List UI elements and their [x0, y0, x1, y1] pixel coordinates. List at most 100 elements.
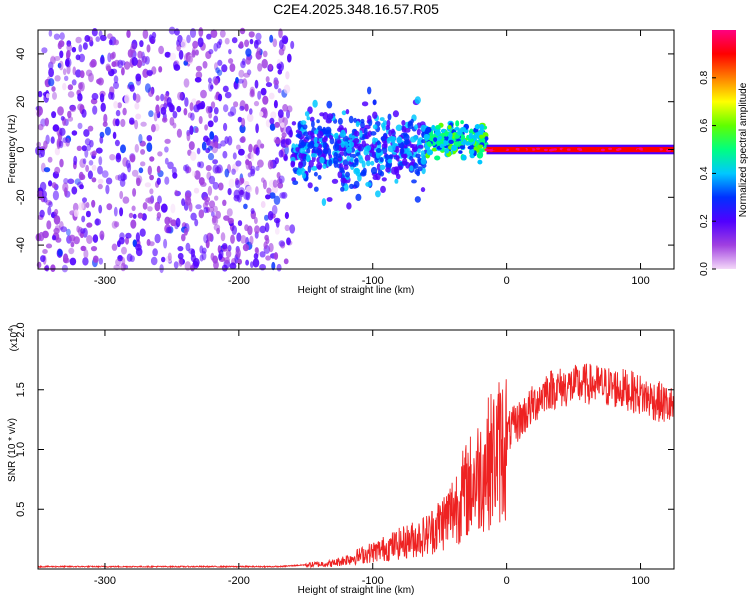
spectrogram-cell: [455, 141, 460, 146]
spectrogram-cell: [283, 155, 289, 162]
spectrogram-cell: [51, 235, 57, 241]
spectrogram-cell: [50, 136, 55, 144]
spectrogram-cell: [58, 60, 64, 71]
spectrogram-cell: [101, 170, 109, 178]
spectrogram-cell: [188, 141, 195, 151]
spectrogram-cell: [222, 85, 229, 93]
spectrogram-cell: [129, 117, 135, 125]
spectrogram-cell: [311, 165, 318, 171]
spectrogram-cell: [360, 118, 365, 124]
spectrogram-cell: [54, 166, 61, 174]
spectrogram-cell: [136, 177, 141, 187]
spectrogram-x-tick-label: -200: [228, 275, 250, 287]
spectrogram-cell: [78, 53, 85, 63]
spectrogram-cell: [282, 104, 288, 112]
spectrogram-cell: [454, 126, 460, 131]
spectrogram-cell: [298, 161, 303, 169]
spectrogram-cell: [72, 202, 79, 212]
spectrogram-cell: [359, 130, 363, 138]
spectrogram-cell: [130, 43, 137, 50]
spectrogram-cell: [269, 34, 274, 43]
spectrogram-cell: [272, 38, 278, 48]
spectrogram-cell: [276, 263, 282, 272]
spectrogram-cell: [433, 137, 438, 143]
spectrogram-cell: [249, 235, 254, 245]
spectrogram-cell: [343, 164, 349, 170]
spectrogram-cell: [155, 95, 160, 102]
spectrogram-cell: [274, 138, 281, 144]
spectrogram-cell: [274, 227, 280, 235]
spectrogram-cell: [290, 40, 295, 50]
spectrogram-cell: [229, 262, 237, 270]
spectrogram-cell: [131, 205, 136, 212]
spectrogram-cell: [381, 124, 387, 131]
spectrogram-cell: [48, 78, 55, 87]
spectrogram-cell: [271, 204, 278, 215]
spectrogram-cell: [224, 136, 229, 145]
spectrogram-cell: [260, 201, 266, 208]
spectrogram-cell: [189, 102, 194, 112]
spectrogram-cell: [327, 113, 334, 120]
spectrogram-cell: [479, 148, 485, 153]
spectrogram-cell: [372, 137, 376, 145]
spectrogram-cell: [196, 147, 201, 155]
spectrogram-cell: [414, 96, 421, 104]
spectrogram-cell: [139, 40, 144, 48]
spectrogram-cell: [198, 116, 203, 124]
spectrogram-cell: [91, 164, 97, 171]
spectrogram-cell: [109, 154, 116, 161]
spectrogram-cell: [240, 60, 246, 69]
spectrogram-cell: [172, 172, 178, 179]
spectrogram-cell: [176, 105, 182, 113]
spectrogram-cell: [380, 136, 386, 142]
snr-background: [38, 330, 674, 569]
spectrogram-cell: [59, 50, 64, 59]
spectrogram-cell: [448, 139, 454, 144]
spectrogram-cell: [142, 29, 149, 39]
spectrogram-cell: [198, 27, 204, 37]
spectrogram-cell: [273, 252, 279, 260]
spectrogram-cell: [236, 144, 241, 150]
spectrogram-cell: [172, 111, 178, 119]
spectrogram-cell: [123, 61, 131, 70]
spectrogram-cell: [140, 149, 146, 155]
spectrogram-cell: [42, 230, 49, 239]
spectrogram-cell: [119, 232, 125, 240]
colorbar-label: Normalized spectral amplitude: [738, 82, 749, 217]
spectrogram-cell: [158, 45, 165, 55]
spectrogram-cell: [227, 188, 232, 196]
spectrogram-cell: [163, 238, 168, 249]
spectrogram-cell: [268, 242, 274, 253]
snr-y-label: SNR (10 * v/v): [7, 418, 18, 482]
spectrogram-cell: [99, 56, 105, 65]
spectrogram-cell: [289, 224, 296, 234]
spectrogram-cell: [379, 164, 386, 170]
spectrogram-cell: [444, 135, 449, 141]
spectrogram-y-ticks: -40 -20 0 20 40: [15, 48, 674, 253]
spectrogram-cell: [332, 143, 340, 151]
spectrogram-cell: [235, 248, 241, 258]
spectrogram-cell: [85, 202, 90, 209]
colorbar-tick-label: 0.6: [699, 118, 710, 132]
spectrogram-cell: [254, 247, 259, 254]
spectrogram-cell: [48, 30, 53, 37]
spectrogram-cell: [269, 123, 276, 131]
spectrogram-cell: [353, 158, 359, 163]
spectrogram-cell: [228, 178, 235, 188]
spectrogram-cell: [45, 264, 50, 272]
spectrogram-cell: [273, 217, 281, 224]
spectrogram-cell: [468, 137, 474, 143]
spectrogram-cell: [238, 69, 245, 78]
spectrogram-cell: [213, 107, 219, 115]
spectrogram-cell: [333, 133, 339, 139]
spectrogram-cell: [102, 121, 108, 127]
spectrogram-cell: [128, 212, 134, 219]
spectrogram-cell: [146, 44, 151, 53]
spectrogram-cell: [426, 141, 432, 147]
spectrogram-cell: [115, 109, 121, 117]
spectrogram-cell: [250, 151, 255, 162]
spectrogram-cell: [299, 147, 306, 154]
spectrogram-cell: [276, 172, 281, 179]
spectrogram-cell: [265, 194, 271, 200]
spectrogram-cell: [276, 178, 283, 185]
